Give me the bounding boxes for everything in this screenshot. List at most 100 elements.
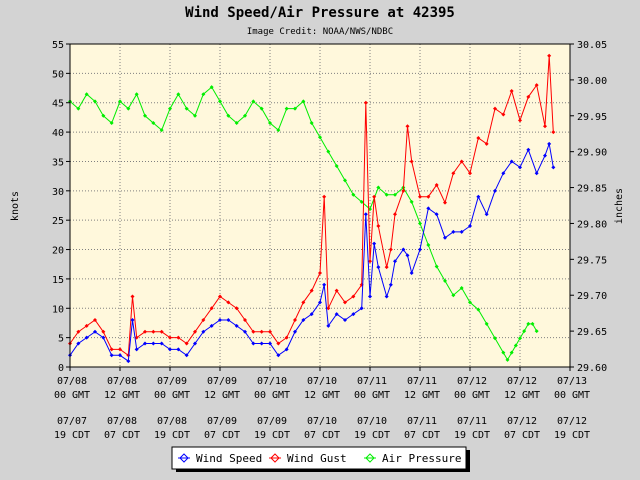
data-point bbox=[268, 329, 272, 334]
left-tick-label: 35 bbox=[52, 157, 64, 168]
data-point bbox=[518, 336, 522, 341]
data-point bbox=[526, 147, 531, 152]
x-tick-gmt-date: 07/10 bbox=[307, 376, 337, 387]
data-point bbox=[134, 347, 139, 352]
grid bbox=[70, 44, 570, 367]
x-tick-local-time: 19 CDT bbox=[254, 430, 290, 441]
x-tick-local-date: 07/11 bbox=[457, 416, 487, 427]
chart-subtitle: Image Credit: NOAA/NWS/NDBC bbox=[247, 27, 393, 37]
data-point bbox=[76, 106, 81, 111]
data-point bbox=[218, 318, 222, 323]
data-point bbox=[418, 221, 422, 226]
data-point bbox=[551, 165, 556, 170]
x-tick-local-time: 07 CDT bbox=[504, 430, 540, 441]
data-point bbox=[193, 113, 197, 118]
data-point bbox=[484, 212, 489, 217]
left-tick-label: 45 bbox=[52, 99, 64, 110]
data-point bbox=[251, 99, 256, 104]
x-tick-local-time: 19 CDT bbox=[154, 430, 190, 441]
data-point bbox=[509, 159, 514, 164]
data-point bbox=[76, 329, 81, 334]
data-point bbox=[522, 329, 527, 334]
x-tick-local-time: 07 CDT bbox=[204, 430, 240, 441]
data-point bbox=[351, 192, 356, 197]
x-tick-gmt-time: 00 GMT bbox=[454, 390, 490, 401]
x-tick-local-time: 19 CDT bbox=[54, 430, 90, 441]
data-point bbox=[326, 149, 331, 154]
data-point bbox=[513, 343, 518, 348]
data-point bbox=[176, 92, 181, 97]
data-point bbox=[143, 113, 147, 118]
data-point bbox=[343, 300, 347, 305]
data-point bbox=[201, 318, 206, 323]
data-point bbox=[193, 341, 197, 346]
data-point bbox=[301, 300, 306, 305]
data-point bbox=[109, 353, 114, 358]
right-tick-label: 29.70 bbox=[577, 291, 607, 302]
data-point bbox=[418, 247, 422, 252]
data-point bbox=[293, 318, 297, 323]
data-point bbox=[351, 312, 356, 317]
data-point bbox=[293, 106, 297, 111]
data-point bbox=[388, 282, 393, 287]
data-point bbox=[201, 92, 206, 97]
data-point bbox=[363, 212, 368, 217]
data-point bbox=[318, 271, 322, 276]
x-tick-local-date: 07/09 bbox=[207, 416, 237, 427]
x-tick-gmt-time: 00 GMT bbox=[354, 390, 390, 401]
left-tick-label: 55 bbox=[52, 40, 64, 51]
data-point bbox=[468, 300, 472, 305]
x-tick-gmt-date: 07/08 bbox=[57, 376, 87, 387]
data-point bbox=[168, 335, 172, 340]
data-point bbox=[409, 199, 414, 204]
x-tick-gmt-time: 12 GMT bbox=[104, 390, 140, 401]
data-point bbox=[284, 347, 289, 352]
data-point bbox=[459, 229, 464, 234]
data-point bbox=[393, 212, 397, 217]
x-tick-gmt-time: 12 GMT bbox=[304, 390, 340, 401]
data-point bbox=[276, 128, 281, 133]
right-tick-label: 30.05 bbox=[577, 40, 607, 51]
data-point bbox=[476, 194, 481, 199]
x-tick-local-date: 07/10 bbox=[357, 416, 387, 427]
right-tick-label: 29.90 bbox=[577, 148, 607, 159]
left-tick-label: 25 bbox=[52, 216, 64, 227]
data-point bbox=[101, 329, 106, 334]
legend-item: Air Pressure bbox=[364, 452, 461, 465]
data-point bbox=[426, 194, 431, 199]
data-point bbox=[184, 353, 189, 358]
data-point bbox=[201, 329, 206, 334]
data-point bbox=[126, 359, 131, 364]
data-point bbox=[418, 194, 422, 199]
x-tick-gmt-date: 07/11 bbox=[407, 376, 437, 387]
data-point bbox=[276, 341, 281, 346]
data-point bbox=[501, 112, 506, 117]
data-point bbox=[118, 347, 122, 352]
x-tick-gmt-date: 07/13 bbox=[557, 376, 587, 387]
data-point bbox=[118, 99, 122, 104]
data-point bbox=[384, 192, 389, 197]
chart-title: Wind Speed/Air Pressure at 42395 bbox=[185, 5, 455, 21]
left-tick-label: 5 bbox=[58, 334, 64, 345]
data-point bbox=[426, 206, 431, 211]
data-point bbox=[405, 124, 410, 129]
data-point bbox=[334, 288, 339, 293]
right-tick-label: 29.75 bbox=[577, 255, 607, 266]
data-point bbox=[551, 130, 556, 135]
left-tick-label: 10 bbox=[52, 304, 64, 315]
data-point bbox=[501, 350, 506, 355]
data-point bbox=[468, 171, 472, 176]
left-tick-label: 20 bbox=[52, 246, 64, 257]
data-point bbox=[534, 83, 539, 88]
data-point bbox=[493, 106, 497, 111]
data-point bbox=[93, 329, 97, 334]
x-tick-local-time: 07 CDT bbox=[304, 430, 340, 441]
legend-marker-icon bbox=[270, 453, 280, 463]
data-point bbox=[101, 335, 106, 340]
data-point bbox=[234, 323, 239, 328]
left-axis: 0 5 10 15 20 25 30 35 40 45 50 55 bbox=[52, 40, 70, 374]
x-axis: 07/08 00 GMT 07/07 19 CDT 07/08 12 GMT 07/08 07… bbox=[54, 367, 590, 441]
data-point bbox=[501, 171, 506, 176]
legend-label: Wind Speed bbox=[196, 452, 262, 465]
data-point bbox=[151, 341, 156, 346]
